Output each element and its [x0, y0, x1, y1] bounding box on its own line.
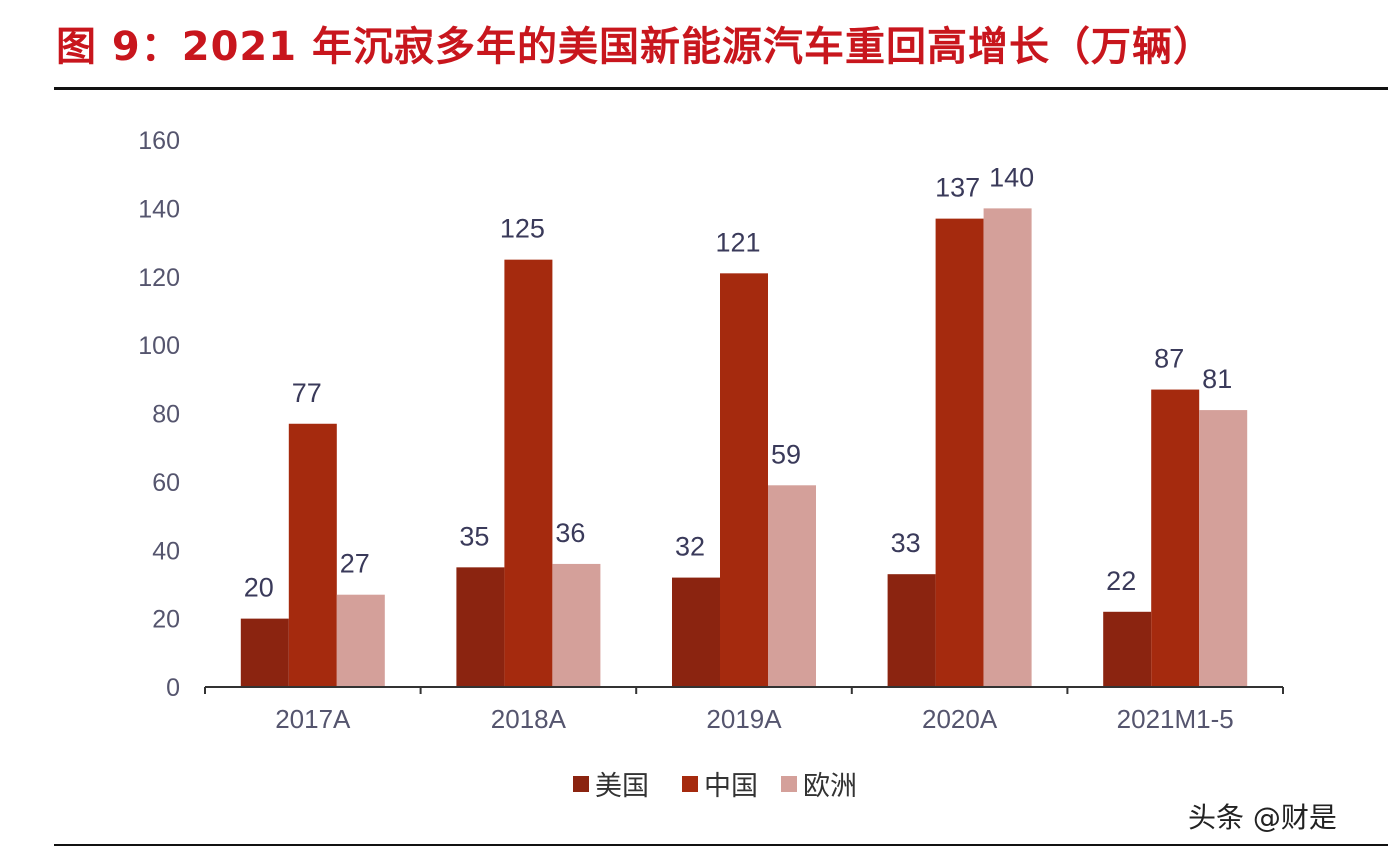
x-category-label: 2021M1-5 [1117, 704, 1234, 734]
data-label: 87 [1154, 344, 1184, 374]
legend-swatch [682, 776, 698, 792]
bar [1103, 611, 1152, 687]
data-label: 137 [935, 173, 980, 203]
y-tick-label: 160 [138, 127, 180, 155]
data-label: 77 [292, 378, 322, 408]
y-tick-label: 120 [138, 264, 180, 292]
bar [1199, 410, 1248, 687]
data-label: 140 [989, 162, 1034, 192]
legend-label: 中国 [704, 771, 758, 802]
x-category-label: 2020A [922, 704, 998, 734]
data-label: 121 [715, 227, 760, 257]
data-labels: 20 77 27 35 125 36 32 121 59 33 137 140 22 87 81 [244, 162, 1232, 602]
bar [768, 485, 816, 687]
legend-swatch [573, 776, 589, 792]
data-label: 33 [891, 528, 921, 558]
top-rule [54, 87, 1388, 90]
bar [504, 259, 553, 687]
data-label: 27 [340, 549, 370, 579]
bar [983, 208, 1032, 687]
data-label: 125 [500, 214, 545, 244]
bottom-rule [54, 844, 1388, 846]
y-tick-label: 140 [138, 195, 180, 223]
bar [336, 594, 385, 687]
y-tick-label: 0 [166, 674, 180, 702]
legend-label: 美国 [595, 771, 649, 802]
watermark: 头条 @财是 [1188, 801, 1337, 834]
y-tick-label: 20 [152, 606, 180, 634]
bars [240, 208, 1248, 687]
bar [456, 567, 505, 687]
x-axis [204, 686, 1284, 694]
legend-swatch [781, 776, 797, 792]
x-axis-labels: 2017A 2018A 2019A 2020A 2021M1-5 [275, 704, 1234, 734]
y-tick-label: 80 [152, 401, 180, 429]
chart-title: 图 9：2021 年沉寂多年的美国新能源汽车重回高增长（万辆） [56, 24, 1215, 70]
x-category-label: 2017A [275, 704, 351, 734]
data-label: 59 [771, 439, 801, 469]
y-axis-ticks: 0 20 40 60 80 100 120 140 160 [138, 127, 180, 702]
legend-label: 欧洲 [803, 771, 857, 802]
y-tick-label: 60 [152, 469, 180, 497]
y-tick-label: 100 [138, 332, 180, 360]
bar [288, 423, 337, 687]
y-tick-label: 40 [152, 537, 180, 565]
bar [552, 563, 601, 687]
bar [935, 218, 984, 687]
bar [240, 618, 289, 687]
data-label: 36 [555, 518, 585, 548]
data-label: 22 [1106, 566, 1136, 596]
x-category-label: 2018A [491, 704, 567, 734]
data-label: 81 [1202, 364, 1232, 394]
bar [672, 577, 720, 687]
bar [720, 273, 768, 687]
data-label: 35 [459, 521, 489, 551]
bar [1151, 389, 1200, 687]
data-label: 20 [244, 573, 274, 603]
x-category-label: 2019A [706, 704, 782, 734]
data-label: 32 [675, 532, 705, 562]
bar [887, 574, 936, 687]
legend: 美国 中国 欧洲 [573, 771, 857, 802]
